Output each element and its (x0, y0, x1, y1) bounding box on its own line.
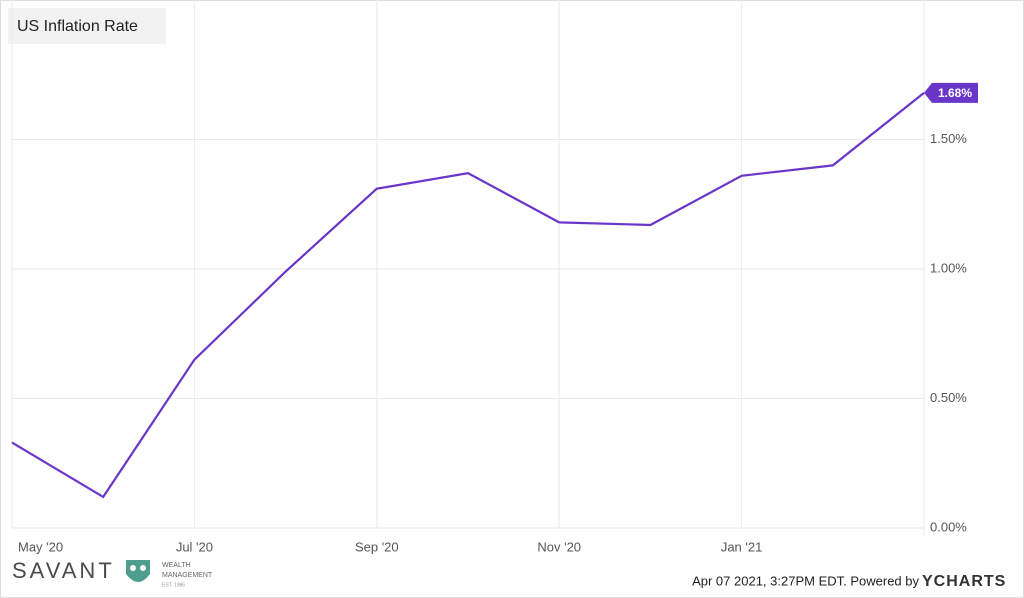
provider: YCHARTS (922, 573, 1006, 590)
y-tick-label: 0.50% (930, 390, 967, 405)
x-tick-label: Sep '20 (355, 539, 399, 554)
y-tick-label: 1.00% (930, 260, 967, 275)
logo (126, 560, 150, 582)
brand-est: EST. 1986 (162, 582, 185, 588)
value-tag (924, 82, 978, 103)
timestamp: Apr 07 2021, 3:27PM EDT. Powered by (692, 573, 919, 588)
x-tick-label: Nov '20 (537, 539, 581, 554)
y-tick-label: 0.00% (930, 519, 967, 534)
logo-eye (130, 565, 136, 571)
x-tick-label: Jul '20 (176, 539, 213, 554)
brand-line: WEALTH (162, 562, 191, 569)
y-tick-label: 1.50% (930, 131, 967, 146)
x-tick-label: May '20 (18, 539, 63, 554)
brand-line: MANAGEMENT (162, 572, 213, 579)
chart-title: US Inflation Rate (17, 18, 138, 35)
logo-eye (140, 565, 146, 571)
brand: SAVANT (12, 558, 115, 583)
value-label: 1.68% (938, 86, 972, 100)
x-tick-label: Jan '21 (721, 539, 763, 554)
plot: 0.00% 0.50% 1.00% 1.50% May '20 Jul '20 Sep '2… (11, 0, 978, 554)
line (11, 92, 925, 499)
title-box (8, 8, 166, 44)
